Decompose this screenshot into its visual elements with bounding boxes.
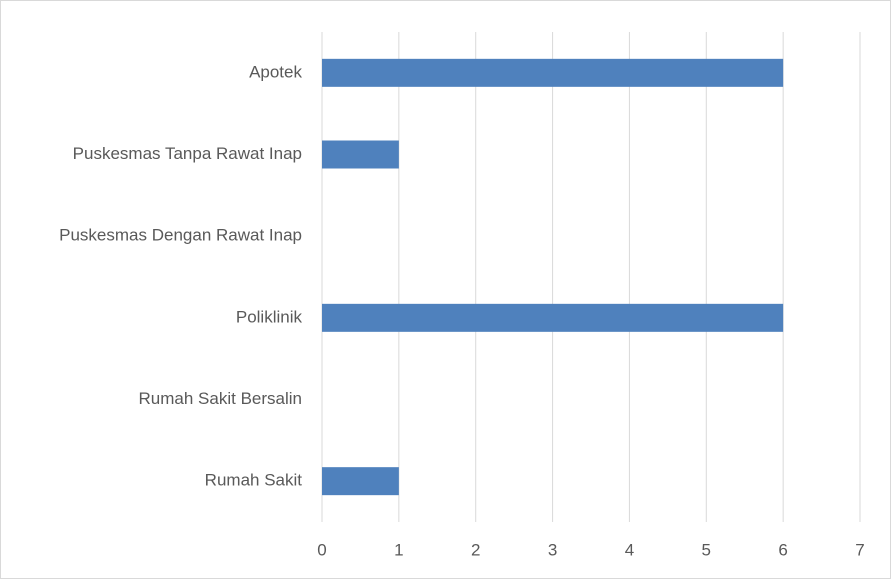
bar [322, 58, 784, 87]
y-tick-label: Poliklinik [236, 307, 303, 326]
y-tick-label: Apotek [249, 62, 302, 81]
x-tick-label: 3 [548, 540, 557, 559]
x-tick-label: 1 [394, 540, 403, 559]
y-tick-label: Puskesmas Tanpa Rawat Inap [73, 144, 302, 163]
y-tick-label: Puskesmas Dengan Rawat Inap [59, 226, 302, 245]
x-tick-label: 2 [471, 540, 480, 559]
y-tick-label: Rumah Sakit [205, 471, 303, 490]
bar [322, 303, 784, 332]
bar [322, 140, 399, 169]
x-tick-label: 6 [778, 540, 787, 559]
x-tick-label: 0 [317, 540, 326, 559]
x-tick-label: 5 [702, 540, 711, 559]
x-tick-label: 7 [855, 540, 864, 559]
bar [322, 467, 399, 496]
y-tick-label: Rumah Sakit Bersalin [139, 389, 302, 408]
x-tick-label: 4 [625, 540, 634, 559]
